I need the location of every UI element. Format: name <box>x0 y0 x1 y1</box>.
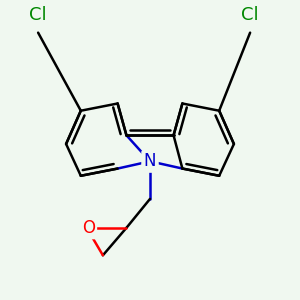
Text: Cl: Cl <box>29 6 47 24</box>
Text: N: N <box>144 152 156 170</box>
Text: O: O <box>82 219 95 237</box>
Text: Cl: Cl <box>241 6 259 24</box>
